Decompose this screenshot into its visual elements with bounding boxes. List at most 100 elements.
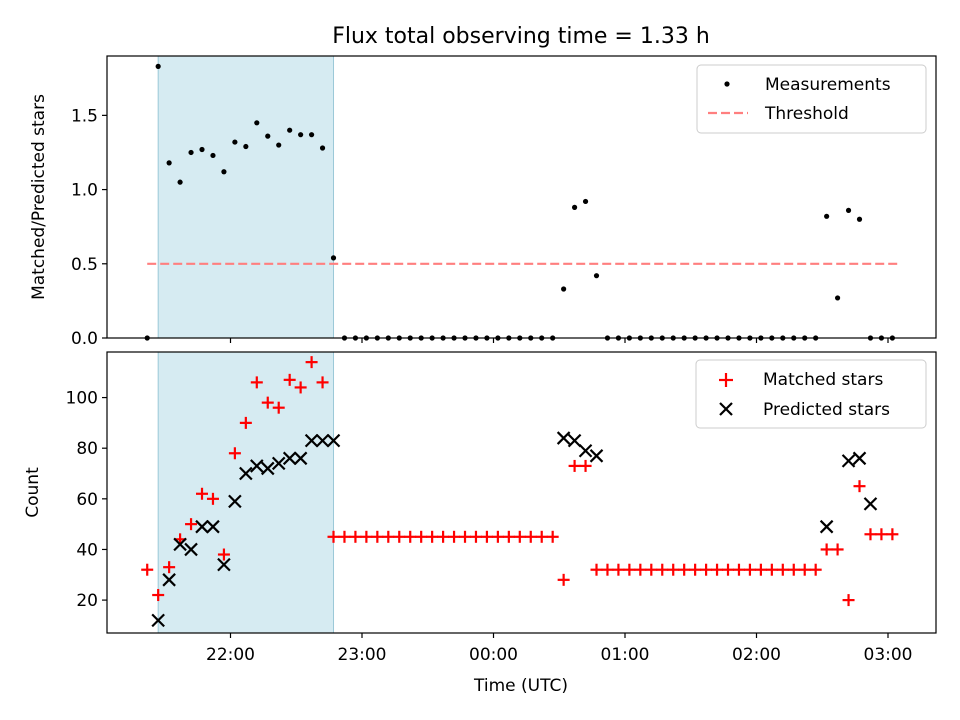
- measurement-point: [824, 213, 830, 219]
- matched-star-point: [568, 459, 581, 472]
- y-tick-label: 60: [76, 490, 98, 510]
- x-tick-label: 00:00: [469, 645, 518, 665]
- matched-star-point: [700, 563, 713, 576]
- predicted-star-point: [567, 433, 582, 448]
- matched-star-point: [776, 563, 789, 576]
- matched-star-point: [228, 447, 241, 460]
- matched-star-point: [513, 530, 526, 543]
- matched-star-point: [141, 563, 154, 576]
- matched-star-point: [437, 530, 450, 543]
- matched-star-point: [338, 530, 351, 543]
- measurement-point: [287, 127, 293, 133]
- matched-star-point: [765, 563, 778, 576]
- legend-matched-label: Matched stars: [763, 370, 883, 390]
- top-x-ticks: [229, 338, 889, 343]
- measurement-point: [166, 160, 172, 166]
- top-legend: Measurements Threshold: [696, 64, 927, 134]
- matched-star-point: [217, 548, 230, 561]
- top-panel: 0.0 0.5 1.0 1.5 Matched/Predicted stars Mea…: [29, 55, 937, 349]
- matched-star-point: [415, 530, 428, 543]
- matched-star-point: [272, 401, 285, 414]
- measurement-point: [265, 133, 271, 139]
- matched-star-point: [689, 563, 702, 576]
- matched-star-point: [875, 528, 888, 541]
- measurement-point: [188, 149, 194, 156]
- predicted-star-point: [282, 451, 297, 466]
- predicted-star-point: [326, 433, 341, 448]
- matched-star-point: [316, 376, 329, 389]
- predicted-star-point: [206, 519, 220, 534]
- matched-star-point: [886, 528, 899, 541]
- matched-star-point: [524, 530, 537, 543]
- measurement-point: [177, 179, 183, 185]
- matched-star-point: [404, 530, 417, 543]
- measurement-point: [155, 63, 161, 69]
- bottom-x-ticks: 22:00 23:00 00:00 01:00 02:00 03:00: [206, 633, 913, 665]
- predicted-star-point: [841, 454, 856, 468]
- measurement-point: [845, 207, 852, 213]
- matched-star-point: [831, 543, 844, 556]
- bottom-panel-frame: [106, 351, 937, 634]
- y-tick-label: 80: [76, 439, 98, 459]
- y-tick-label: 40: [76, 540, 98, 560]
- predicted-stars-points: [151, 431, 878, 628]
- matched-star-point: [853, 480, 866, 493]
- legend-predicted-marker: [719, 402, 733, 416]
- measurement-point: [582, 198, 589, 205]
- bottom-legend: Matched stars Predicted stars: [695, 359, 927, 429]
- matched-star-point: [459, 530, 472, 543]
- predicted-star-point: [250, 459, 264, 473]
- matched-star-point: [864, 528, 877, 541]
- matched-star-point: [294, 381, 307, 394]
- matched-star-point: [152, 589, 165, 602]
- measurement-point: [243, 143, 249, 150]
- legend-measurements-marker: [724, 81, 730, 87]
- matched-stars-points: [141, 356, 899, 607]
- legend-threshold-label: Threshold: [764, 104, 849, 124]
- matched-star-point: [842, 594, 855, 607]
- matched-star-point: [239, 416, 252, 429]
- y-tick-label: 0.0: [71, 329, 98, 349]
- matched-star-point: [634, 563, 647, 576]
- measurement-point: [232, 139, 238, 145]
- matched-star-point: [480, 530, 493, 543]
- predicted-star-point: [556, 431, 571, 445]
- matched-star-point: [645, 563, 658, 576]
- matched-star-point: [261, 396, 274, 409]
- matched-star-point: [206, 492, 219, 505]
- matched-star-point: [502, 530, 515, 543]
- matched-star-point: [623, 563, 636, 576]
- y-tick-label: 0.5: [71, 255, 98, 275]
- x-tick-label: 22:00: [206, 645, 255, 665]
- matched-star-point: [448, 530, 461, 543]
- predicted-star-point: [578, 443, 593, 458]
- top-y-ticks: 0.0 0.5 1.0 1.5: [71, 106, 107, 349]
- matched-star-point: [579, 459, 592, 472]
- y-tick-label: 1.0: [71, 181, 98, 201]
- y-tick-label: 20: [76, 591, 98, 611]
- matched-star-point: [250, 376, 263, 389]
- bottom-panel-shaded-interval: [157, 351, 335, 634]
- matched-star-point: [612, 563, 625, 576]
- measurement-point: [254, 120, 260, 126]
- measurement-point: [199, 146, 205, 153]
- predicted-star-point: [228, 494, 242, 509]
- measurement-point: [834, 295, 841, 301]
- matched-star-point: [601, 563, 614, 576]
- top-panel-shaded-interval: [157, 55, 335, 339]
- matched-star-point: [656, 563, 669, 576]
- matched-star-point: [491, 530, 504, 543]
- matched-star-point: [722, 563, 735, 576]
- measurement-point: [593, 273, 600, 279]
- chart-title: Flux total observing time = 1.33 h: [332, 24, 710, 49]
- predicted-star-point: [184, 542, 198, 557]
- measurement-point: [308, 132, 315, 138]
- matched-star-point: [798, 563, 811, 576]
- predicted-star-point: [589, 449, 604, 463]
- matched-star-point: [371, 530, 384, 543]
- matched-star-point: [809, 563, 822, 576]
- predicted-star-point: [271, 456, 286, 471]
- measurement-point: [276, 142, 282, 148]
- matched-star-point: [305, 356, 318, 369]
- matched-star-point: [546, 530, 559, 543]
